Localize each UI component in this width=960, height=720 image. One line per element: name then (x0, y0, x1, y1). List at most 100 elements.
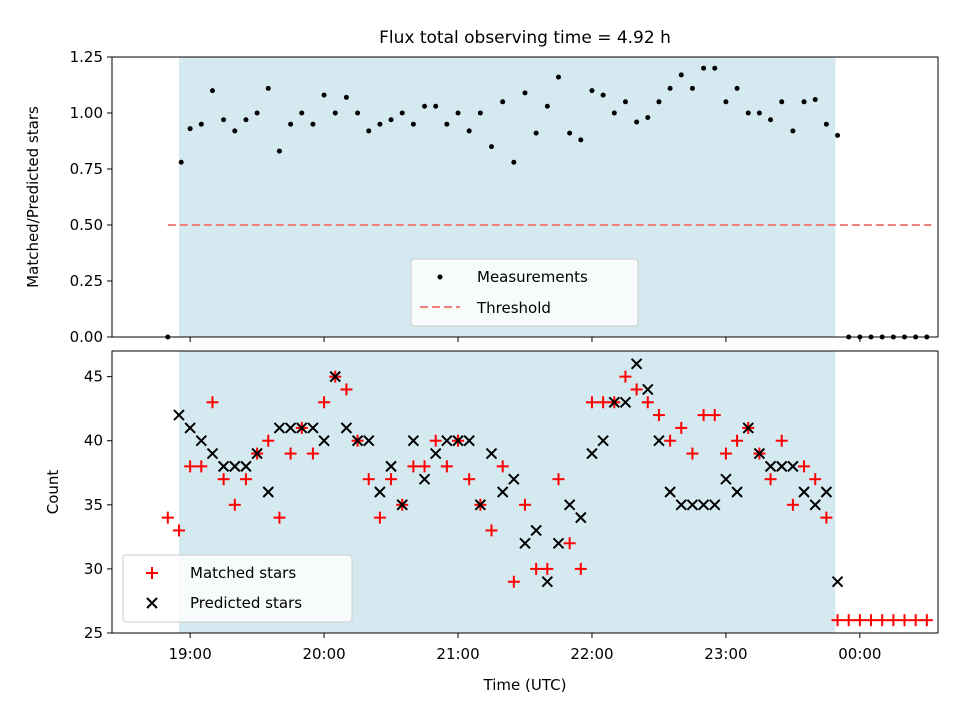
top-y-tick-label: 0.00 (70, 328, 103, 346)
bottom-panel: 25 30 35 40 45 19:00 20:00 21:00 22:00 23:00 00:0… (44, 350, 939, 694)
predicted-stars-legend-label: Predicted stars (190, 594, 302, 612)
measurement-point (377, 121, 383, 127)
matched-star-point (228, 498, 241, 511)
measurement-point (254, 110, 260, 116)
measurement-point (589, 88, 595, 94)
matched-star-point (809, 473, 822, 486)
predicted-star-point (508, 473, 520, 485)
measurement-point (756, 110, 762, 116)
x-tick-label: 00:00 (838, 645, 881, 663)
x-tick-label: 22:00 (570, 645, 613, 663)
measurement-point (276, 148, 282, 154)
predicted-star-point (206, 447, 219, 460)
matched-star-point (161, 511, 174, 524)
measurement-point (288, 121, 294, 127)
predicted-star-point (753, 447, 766, 460)
matched-star-point (731, 434, 744, 447)
measurement-point (243, 117, 249, 123)
threshold-legend-label: Threshold (476, 299, 551, 317)
matched-star-point (407, 460, 420, 473)
matched-star-point (786, 498, 799, 511)
predicted-star-point (720, 473, 732, 485)
predicted-star-point (351, 435, 364, 447)
matched-star-point (675, 421, 688, 434)
predicted-star-point (429, 447, 442, 460)
predicted-star-point (709, 499, 721, 511)
predicted-star-point (441, 435, 453, 447)
predicted-star-point (608, 396, 621, 408)
top-x-ticks (189, 337, 861, 342)
x-tick-label: 23:00 (704, 645, 747, 663)
predicted-star-point (474, 499, 487, 511)
predicted-star-point (329, 370, 341, 383)
predicted-star-point (374, 486, 386, 498)
measurement-point (466, 128, 472, 134)
measurement-point (299, 110, 305, 116)
bottom-legend-box (122, 554, 353, 623)
matched-star-point (764, 473, 777, 486)
predicted-star-point (307, 422, 319, 434)
measurement-point (745, 110, 751, 116)
measurement-point (611, 110, 617, 116)
matched-star-point (664, 434, 677, 447)
top-y-tick-label: 1.00 (70, 104, 103, 122)
predicted-star-point (273, 422, 286, 434)
predicted-star-point (664, 486, 676, 498)
matched-star-point (385, 473, 398, 486)
measurement-point (332, 110, 338, 116)
measurement-point (209, 88, 215, 94)
predicted-star-point (217, 460, 230, 473)
measurement-point (198, 121, 204, 127)
predicted-star-point (485, 447, 498, 460)
matched-star-point (920, 614, 933, 627)
measurement-point (578, 137, 584, 143)
x-tick-label: 19:00 (169, 645, 212, 663)
matched-star-point (239, 473, 252, 486)
matched-star-point (697, 409, 710, 422)
measurement-point (712, 65, 718, 71)
measurement-point (355, 110, 361, 116)
predicted-star-point (530, 524, 542, 537)
predicted-star-point (184, 422, 196, 434)
measurement-point (533, 130, 539, 136)
predicted-star-point (519, 537, 531, 549)
predicted-star-point (396, 499, 408, 511)
top-y-tick-label: 1.25 (70, 48, 103, 66)
measurement-point (634, 119, 640, 125)
measurement-point (221, 117, 227, 123)
matched-star-point (686, 447, 699, 460)
measurement-point (656, 99, 662, 105)
measurement-point (433, 103, 439, 109)
measurement-point (667, 85, 673, 91)
measurement-point (500, 99, 506, 105)
predicted-star-point (463, 435, 475, 447)
matched-star-point (876, 614, 889, 627)
predicted-star-point (653, 435, 665, 447)
matched-star-point (853, 614, 866, 627)
matched-star-point (909, 614, 922, 627)
measurement-point (511, 159, 517, 165)
predicted-star-point (809, 499, 821, 511)
matched-star-point (507, 575, 520, 588)
matched-star-point (373, 511, 386, 524)
predicted-star-point (575, 511, 587, 524)
measurement-point (232, 128, 238, 134)
bottom-y-tick-label: 30 (84, 560, 103, 578)
predicted-star-point (675, 499, 687, 511)
matched-star-point (865, 614, 878, 627)
measurement-point (801, 99, 807, 105)
predicted-star-point (764, 460, 777, 473)
measurement-point (622, 99, 628, 105)
bottom-y-axis-label: Count (44, 470, 62, 515)
matched-star-point (585, 396, 598, 409)
predicted-star-point (240, 460, 252, 473)
measurement-point (399, 110, 405, 116)
x-axis-label: Time (UTC) (483, 676, 567, 694)
predicted-star-point (686, 499, 699, 511)
predicted-star-point (642, 383, 654, 396)
matched-star-point (284, 447, 297, 460)
top-chart-title: Flux total observing time = 4.92 h (379, 28, 671, 48)
predicted-star-point (619, 396, 632, 408)
matched-star-point (217, 473, 230, 486)
